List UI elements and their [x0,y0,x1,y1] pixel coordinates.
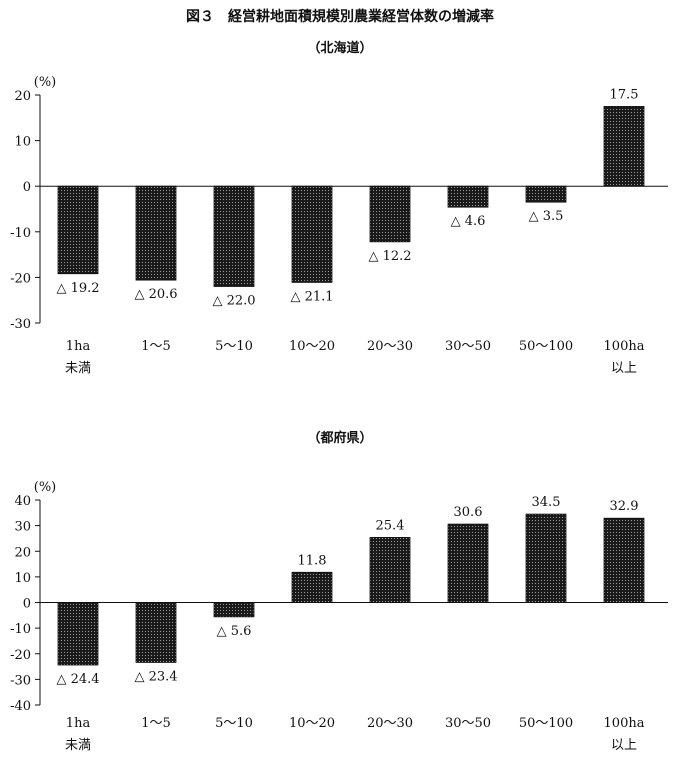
x-category-label: 10～20 [289,339,335,354]
value-label: △ 23.4 [134,669,177,684]
value-label: △ 20.6 [134,287,177,302]
x-category-label: 50～100 [519,716,573,731]
bar [369,185,411,243]
y-tick-label: 10 [14,135,31,150]
bar [291,185,333,283]
value-label: 30.6 [454,505,483,520]
value-label: △ 4.6 [451,214,486,229]
value-label: △ 22.0 [212,294,255,309]
value-label: △ 3.5 [529,209,564,224]
y-unit-label: (%) [34,75,57,90]
y-tick-label: -20 [10,648,31,663]
bar [603,106,645,187]
y-tick-label: 0 [23,180,31,195]
value-label: △ 12.2 [368,249,411,264]
y-tick-label: -20 [10,271,31,286]
value-label: △ 5.6 [217,624,252,639]
bar [291,571,333,603]
x-category-label: 10～20 [289,716,335,731]
bar [447,523,489,603]
y-tick-label: 0 [23,597,31,612]
x-category-label: 5～10 [215,339,253,354]
x-category-label: 1ha [66,716,91,731]
y-unit-label: (%) [34,480,57,495]
x-category-label-line2: 未満 [65,738,91,753]
bar [57,185,99,275]
bar [135,185,177,281]
value-label: △ 21.1 [290,289,333,304]
panel-title: （北海道） [307,40,372,56]
chart-panel-hokkaido: （北海道） (%) -30 -20 -10 0 10 20 △ 19.2 1ha 未満 △ 20.6 1… [10,40,668,376]
bar [369,537,411,603]
x-category-label: 50～100 [519,339,573,354]
x-category-label: 1ha [66,339,91,354]
value-label: 34.5 [532,495,561,510]
bar [447,185,489,208]
x-category-label: 30～50 [445,716,491,731]
bar [57,602,99,666]
y-tick-label: -30 [10,673,31,688]
y-tick-label: 20 [14,89,31,104]
y-tick-label: 40 [14,494,31,509]
bar [525,513,567,603]
y-tick-label: -30 [10,317,31,332]
y-tick-label: 30 [14,520,31,535]
x-category-label-line2: 以上 [611,738,637,753]
x-category-label: 1～5 [141,339,171,354]
x-category-label: 20～30 [367,339,413,354]
y-tick-label: -40 [10,699,31,714]
value-label: △ 19.2 [56,281,99,296]
bar [213,185,255,287]
x-category-label: 100ha [604,716,645,731]
x-category-label: 20～30 [367,716,413,731]
bar [135,602,177,663]
x-category-label-line2: 未満 [65,361,91,376]
chart-panel-tofuken: （都府県） (%) -40 -30 -20 -10 0 10 20 30 40 △ 24.4 1ha 未満… [10,430,668,753]
x-category-label: 100ha [604,339,645,354]
x-category-label: 30～50 [445,339,491,354]
x-category-label-line2: 以上 [611,361,637,376]
value-label: △ 24.4 [56,672,99,687]
bar [213,602,255,618]
y-tick-label: 10 [14,571,31,586]
value-label: 17.5 [610,87,639,102]
value-label: 11.8 [298,553,327,568]
y-tick-label: 20 [14,545,31,560]
figure-title: 図３ 経営耕地面積規模別農業経営体数の増減率 [186,9,494,25]
value-label: 32.9 [610,499,639,514]
y-tick-label: -10 [10,622,31,637]
panel-title: （都府県） [307,430,372,446]
x-category-label: 5～10 [215,716,253,731]
bar [525,185,567,203]
x-category-label: 1～5 [141,716,171,731]
y-tick-label: -10 [10,226,31,241]
bar [603,517,645,603]
value-label: 25.4 [376,518,405,533]
